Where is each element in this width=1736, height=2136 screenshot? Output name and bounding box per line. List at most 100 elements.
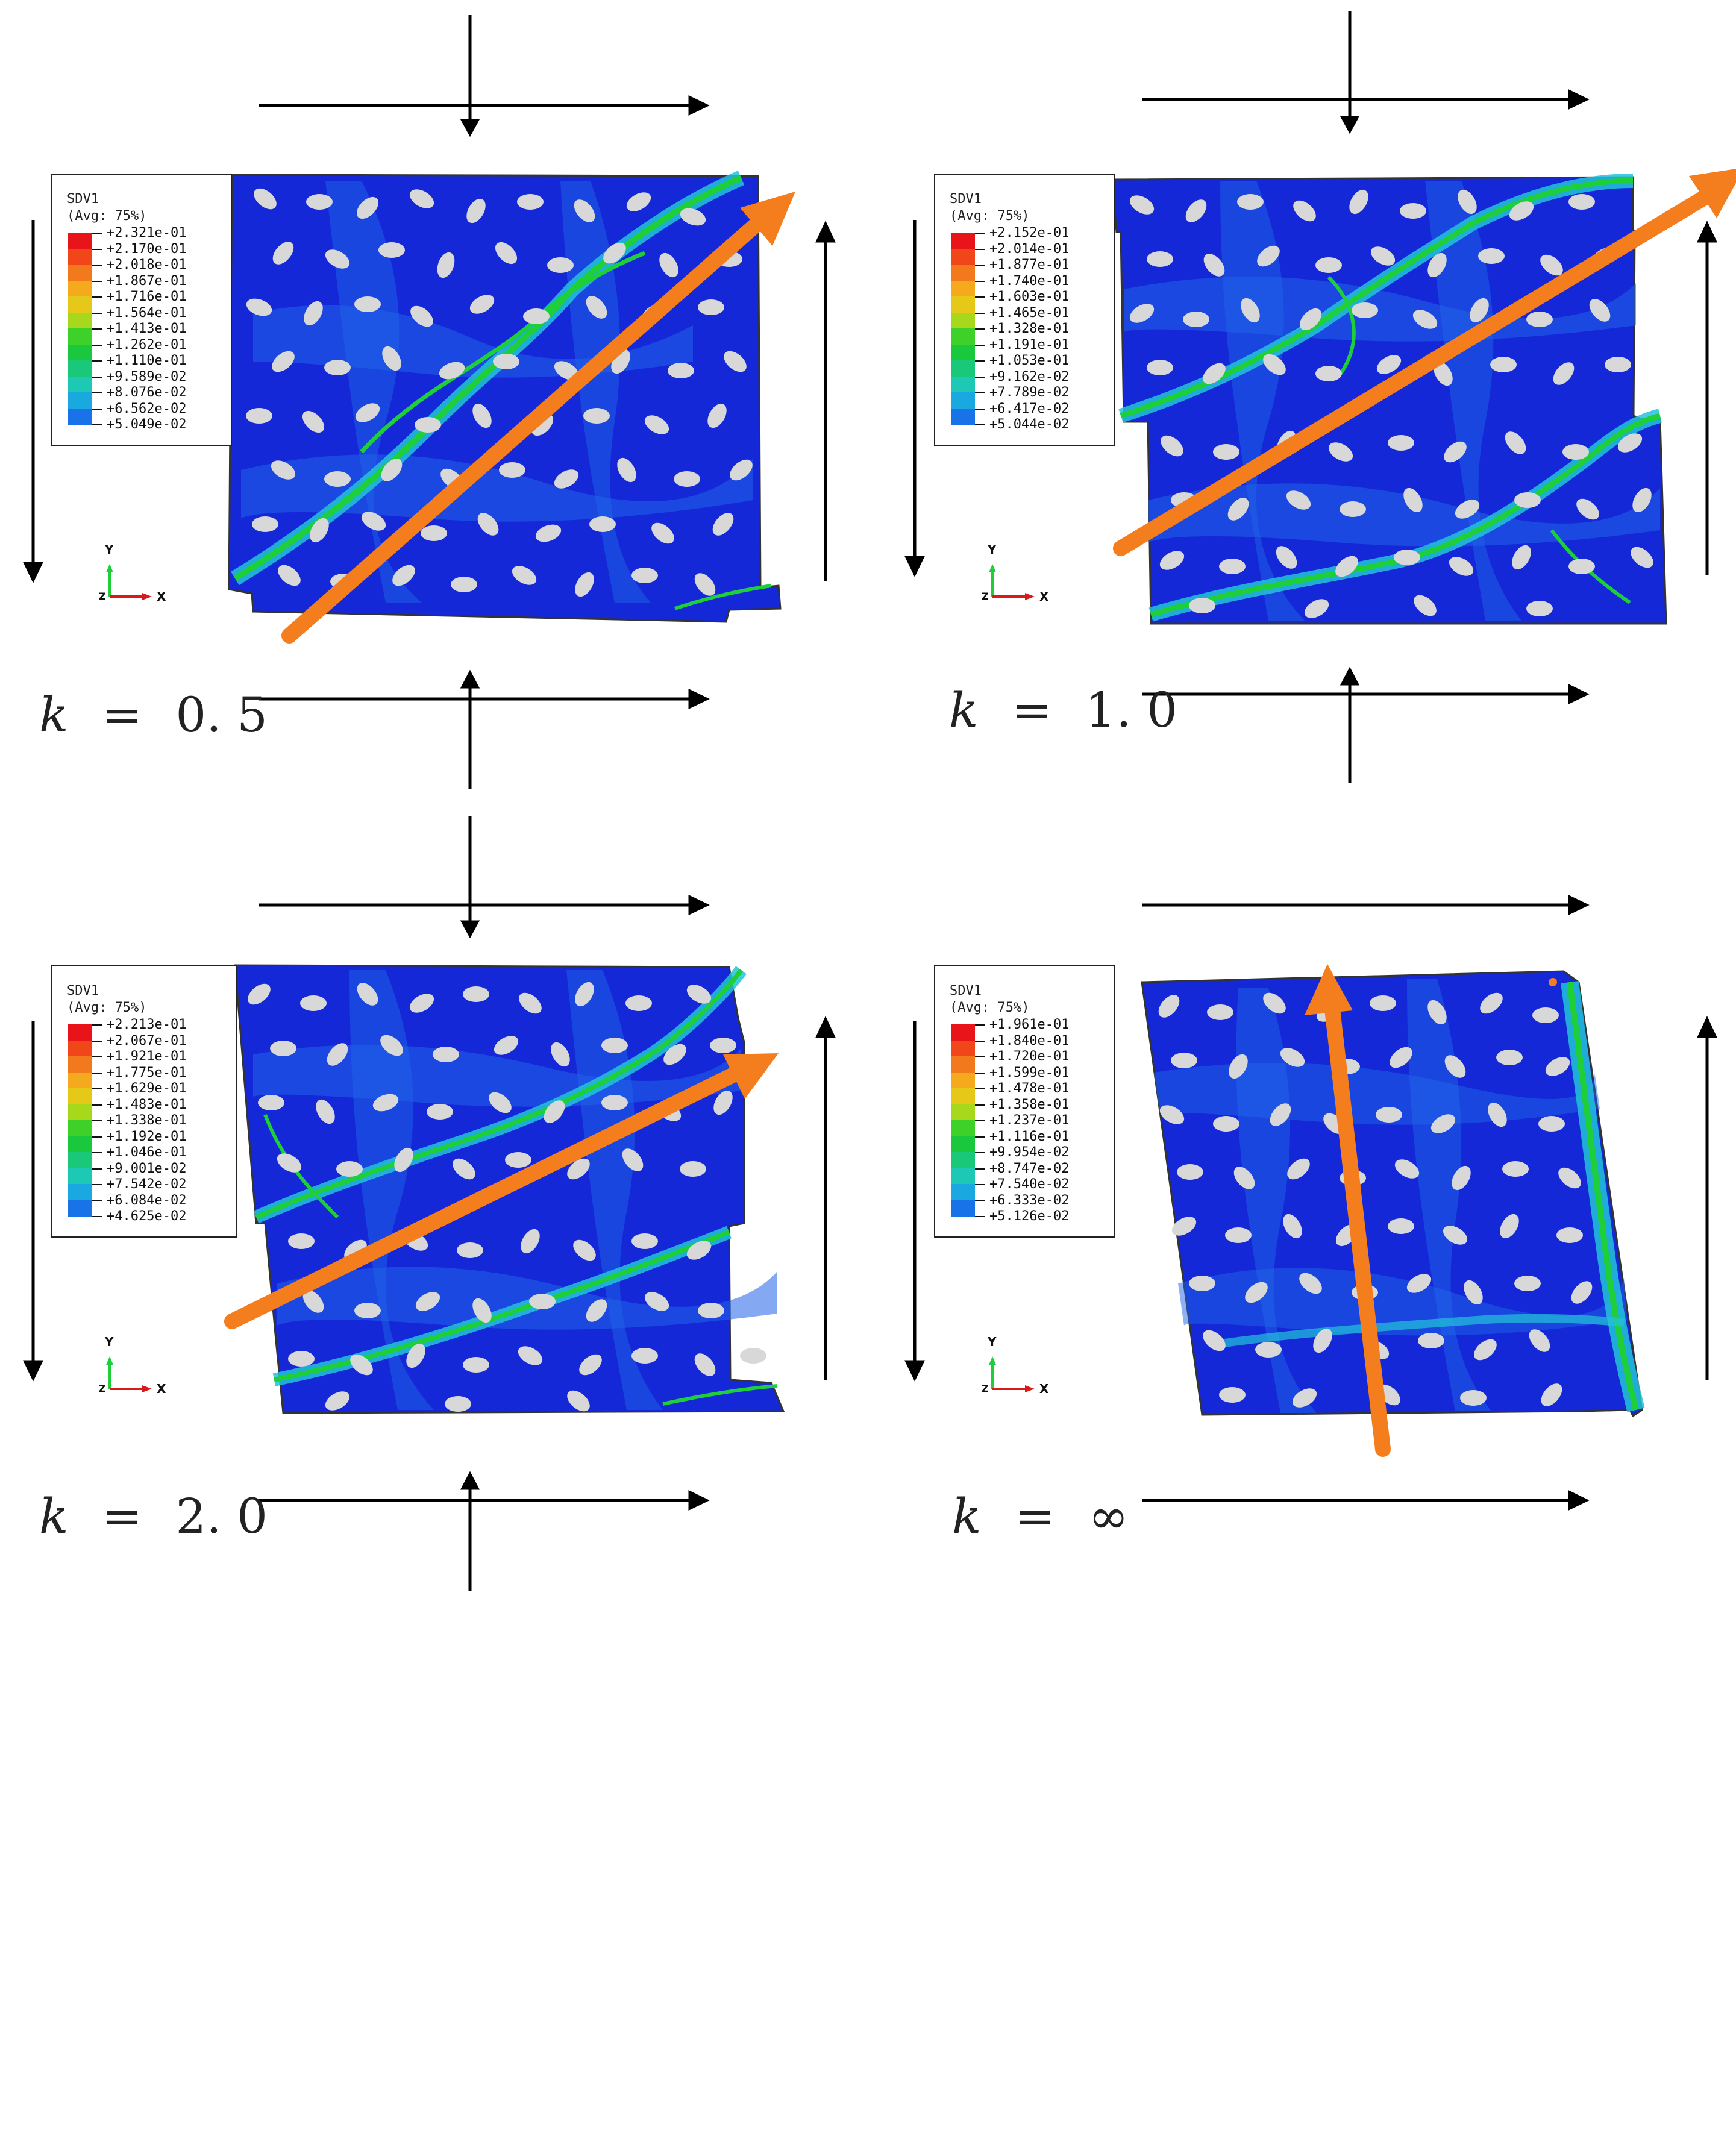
legend-value: +1.599e-01 bbox=[951, 1065, 1114, 1088]
k-value: ∞ bbox=[1088, 1488, 1129, 1544]
legend-value: +1.961e-01 bbox=[951, 1017, 1114, 1040]
legend-value: +1.720e-01 bbox=[951, 1049, 1114, 1072]
legend-color-band bbox=[68, 1072, 92, 1089]
legend-color-band bbox=[951, 1104, 975, 1121]
legend-value-text: +1.921e-01 bbox=[107, 1049, 187, 1064]
legend-value-text: +1.358e-01 bbox=[989, 1097, 1070, 1112]
legend-tick bbox=[975, 1040, 985, 1042]
legend-value: +2.018e-01 bbox=[68, 257, 231, 280]
axis-y-label: Y bbox=[988, 542, 997, 557]
legend-color-band bbox=[951, 376, 975, 393]
legend-color-band bbox=[951, 328, 975, 345]
legend-value-text: +1.603e-01 bbox=[989, 289, 1070, 304]
legend-color-band bbox=[68, 1104, 92, 1121]
legend-value-text: +5.126e-02 bbox=[989, 1209, 1070, 1224]
legend-tick bbox=[975, 1056, 985, 1057]
legend-value-text: +2.152e-01 bbox=[989, 225, 1070, 240]
legend-tick bbox=[975, 280, 985, 282]
legend-tick bbox=[92, 1136, 102, 1138]
legend-tick bbox=[975, 233, 985, 234]
legend-value-text: +1.237e-01 bbox=[989, 1113, 1070, 1128]
inclusions bbox=[1158, 992, 1593, 1408]
legend-value: +5.044e-02 bbox=[951, 417, 1114, 440]
legend-value-text: +7.789e-02 bbox=[989, 385, 1070, 400]
contour-legend: SDV1 (Avg: 75%) +2.321e-01 +2.170e-01 +2.0… bbox=[51, 174, 232, 446]
legend-tick bbox=[92, 1072, 102, 1074]
axis-y-label: Y bbox=[105, 542, 114, 557]
legend-color-band bbox=[951, 344, 975, 361]
legend-color-band bbox=[68, 1120, 92, 1136]
panel-k-inf: SDV1 (Avg: 75%) +1.961e-01 +1.840e-01 +1.7… bbox=[883, 801, 1736, 1603]
specimen-contour bbox=[1141, 970, 1645, 1418]
legend-value-text: +8.076e-02 bbox=[107, 385, 187, 400]
legend-subtitle: (Avg: 75%) bbox=[67, 1000, 147, 1015]
legend-color-band bbox=[951, 1136, 975, 1153]
legend-value-text: +2.170e-01 bbox=[107, 241, 187, 257]
legend-tick bbox=[92, 265, 102, 266]
legend-tick bbox=[975, 1152, 985, 1153]
legend-color-band bbox=[68, 1152, 92, 1168]
legend-tick bbox=[92, 360, 102, 362]
specimen-contour bbox=[228, 171, 782, 623]
legend-value: +6.562e-02 bbox=[68, 401, 231, 424]
legend-tick bbox=[975, 392, 985, 393]
k-value: 2. 0 bbox=[175, 1488, 268, 1544]
legend-value: +1.053e-01 bbox=[951, 353, 1114, 376]
legend-color-band bbox=[68, 248, 92, 265]
legend-tick bbox=[975, 1120, 985, 1121]
legend-value: +1.191e-01 bbox=[951, 337, 1114, 360]
legend-color-band bbox=[951, 1168, 975, 1185]
legend-tick bbox=[92, 1184, 102, 1185]
legend-value-text: +1.599e-01 bbox=[989, 1065, 1070, 1080]
legend-tick bbox=[975, 1088, 985, 1089]
legend-value-text: +5.044e-02 bbox=[989, 417, 1070, 432]
k-label: k = 0. 5 bbox=[39, 687, 268, 743]
legend-title: SDV1 bbox=[67, 192, 99, 207]
legend-tick bbox=[92, 1120, 102, 1121]
legend-color-band bbox=[951, 296, 975, 313]
axis-triad: Y X Z bbox=[937, 1335, 1048, 1401]
legend-tick bbox=[975, 265, 985, 266]
legend-value: +2.067e-01 bbox=[68, 1033, 231, 1056]
legend-value-text: +1.328e-01 bbox=[989, 321, 1070, 336]
legend-color-band bbox=[68, 328, 92, 345]
legend-tick bbox=[975, 408, 985, 410]
axis-z-label: Z bbox=[982, 590, 989, 602]
load-arrows bbox=[23, 816, 836, 1591]
legend-value-text: +9.954e-02 bbox=[989, 1145, 1070, 1160]
legend-tick bbox=[92, 424, 102, 425]
legend-value: +2.014e-01 bbox=[951, 242, 1114, 265]
legend-value-text: +1.564e-01 bbox=[107, 305, 187, 321]
legend-value: +1.192e-01 bbox=[68, 1129, 231, 1152]
axis-triad: Y X Z bbox=[937, 542, 1048, 609]
k-variable: k bbox=[952, 1488, 982, 1544]
legend-value: +8.747e-02 bbox=[951, 1161, 1114, 1184]
legend-tick bbox=[975, 376, 985, 378]
legend-value-text: +6.084e-02 bbox=[107, 1192, 187, 1208]
legend-value-text: +1.877e-01 bbox=[989, 257, 1070, 272]
k-variable: k bbox=[949, 682, 979, 738]
legend-value: +1.483e-01 bbox=[68, 1097, 231, 1120]
legend-color-band bbox=[68, 1168, 92, 1185]
axis-z-label: Z bbox=[99, 1383, 106, 1394]
legend-value-text: +1.465e-01 bbox=[989, 305, 1070, 321]
legend-color-band bbox=[951, 1040, 975, 1057]
legend-value: +1.237e-01 bbox=[951, 1113, 1114, 1136]
legend-value: +8.076e-02 bbox=[68, 385, 231, 408]
axis-x-label: X bbox=[1039, 589, 1049, 604]
legend-color-band bbox=[951, 1024, 975, 1041]
legend-value-text: +9.162e-02 bbox=[989, 369, 1070, 384]
legend-value-text: +4.625e-02 bbox=[107, 1209, 187, 1224]
axis-y-label: Y bbox=[988, 1335, 997, 1349]
axis-triad: Y X Z bbox=[54, 1335, 166, 1401]
k-equals: = bbox=[101, 1488, 142, 1544]
legend-color-band bbox=[951, 312, 975, 329]
legend-value-text: +2.067e-01 bbox=[107, 1033, 187, 1048]
legend-value: +2.170e-01 bbox=[68, 242, 231, 265]
legend-value: +1.465e-01 bbox=[951, 305, 1114, 328]
specimen-contour bbox=[1111, 174, 1667, 625]
load-arrows bbox=[904, 11, 1717, 783]
legend-tick bbox=[975, 312, 985, 314]
load-arrows bbox=[904, 895, 1717, 1511]
legend-value-text: +2.321e-01 bbox=[107, 225, 187, 240]
